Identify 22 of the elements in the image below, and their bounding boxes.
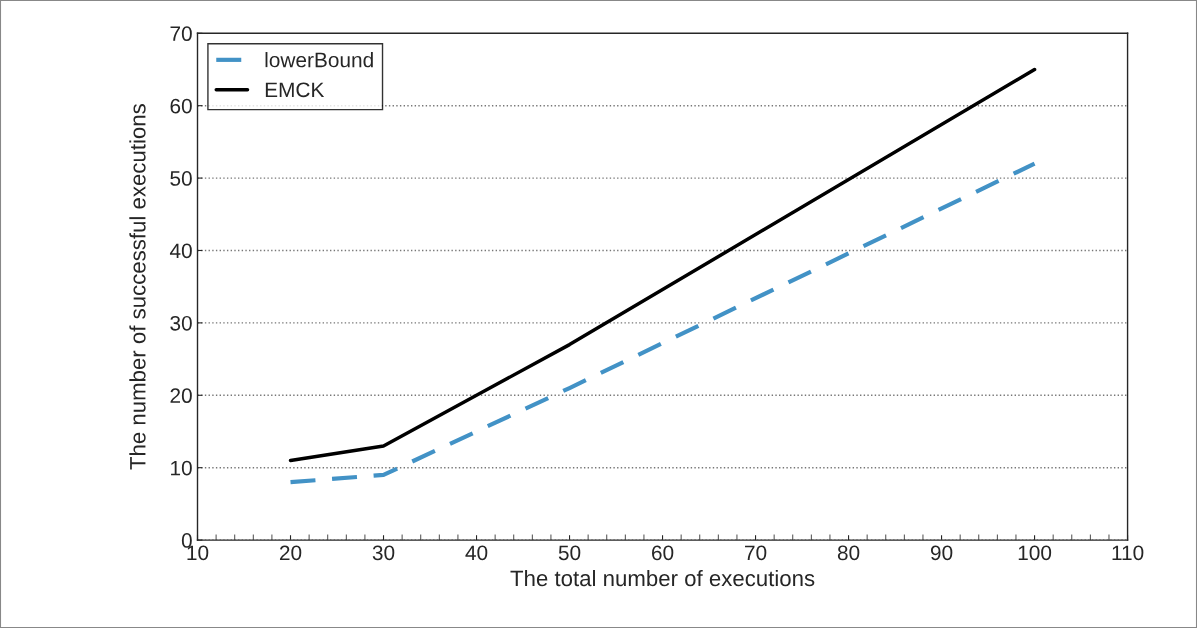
x-tick-label: 30 [372, 545, 395, 561]
y-tick-label: 20 [170, 388, 192, 404]
x-tick-label: 70 [745, 545, 767, 561]
x-tick-label: 100 [1018, 545, 1052, 561]
x-axis-title: The total number of executions [510, 569, 815, 587]
y-tick-label: 70 [170, 26, 192, 42]
y-axis-title: The number of successful executions [129, 104, 146, 470]
y-tick-label: 40 [169, 243, 192, 259]
x-tick-label: 20 [279, 545, 302, 561]
y-tick-label: 30 [170, 315, 192, 331]
x-tick-label: 80 [837, 545, 860, 561]
x-tick-label: 60 [652, 545, 674, 561]
line-series [288, 161, 1037, 485]
x-tick-label: 90 [930, 545, 953, 561]
legend-label: lowerBound [265, 52, 373, 68]
y-tick-label: 60 [170, 98, 192, 114]
x-tick-label: 40 [465, 545, 488, 561]
y-tick-label: 10 [171, 460, 192, 476]
legend-label: EMCK [265, 82, 325, 98]
x-tick-label: 50 [558, 545, 581, 561]
x-tick-label: 110 [1112, 545, 1144, 561]
y-tick-label: 50 [170, 171, 192, 186]
